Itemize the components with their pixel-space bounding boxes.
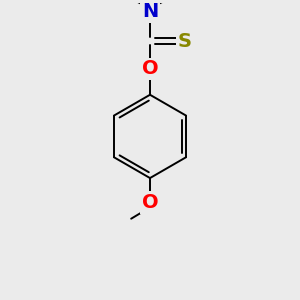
Text: O: O xyxy=(142,59,158,79)
Text: N: N xyxy=(142,2,158,21)
Text: O: O xyxy=(142,193,158,212)
Text: S: S xyxy=(178,32,192,51)
